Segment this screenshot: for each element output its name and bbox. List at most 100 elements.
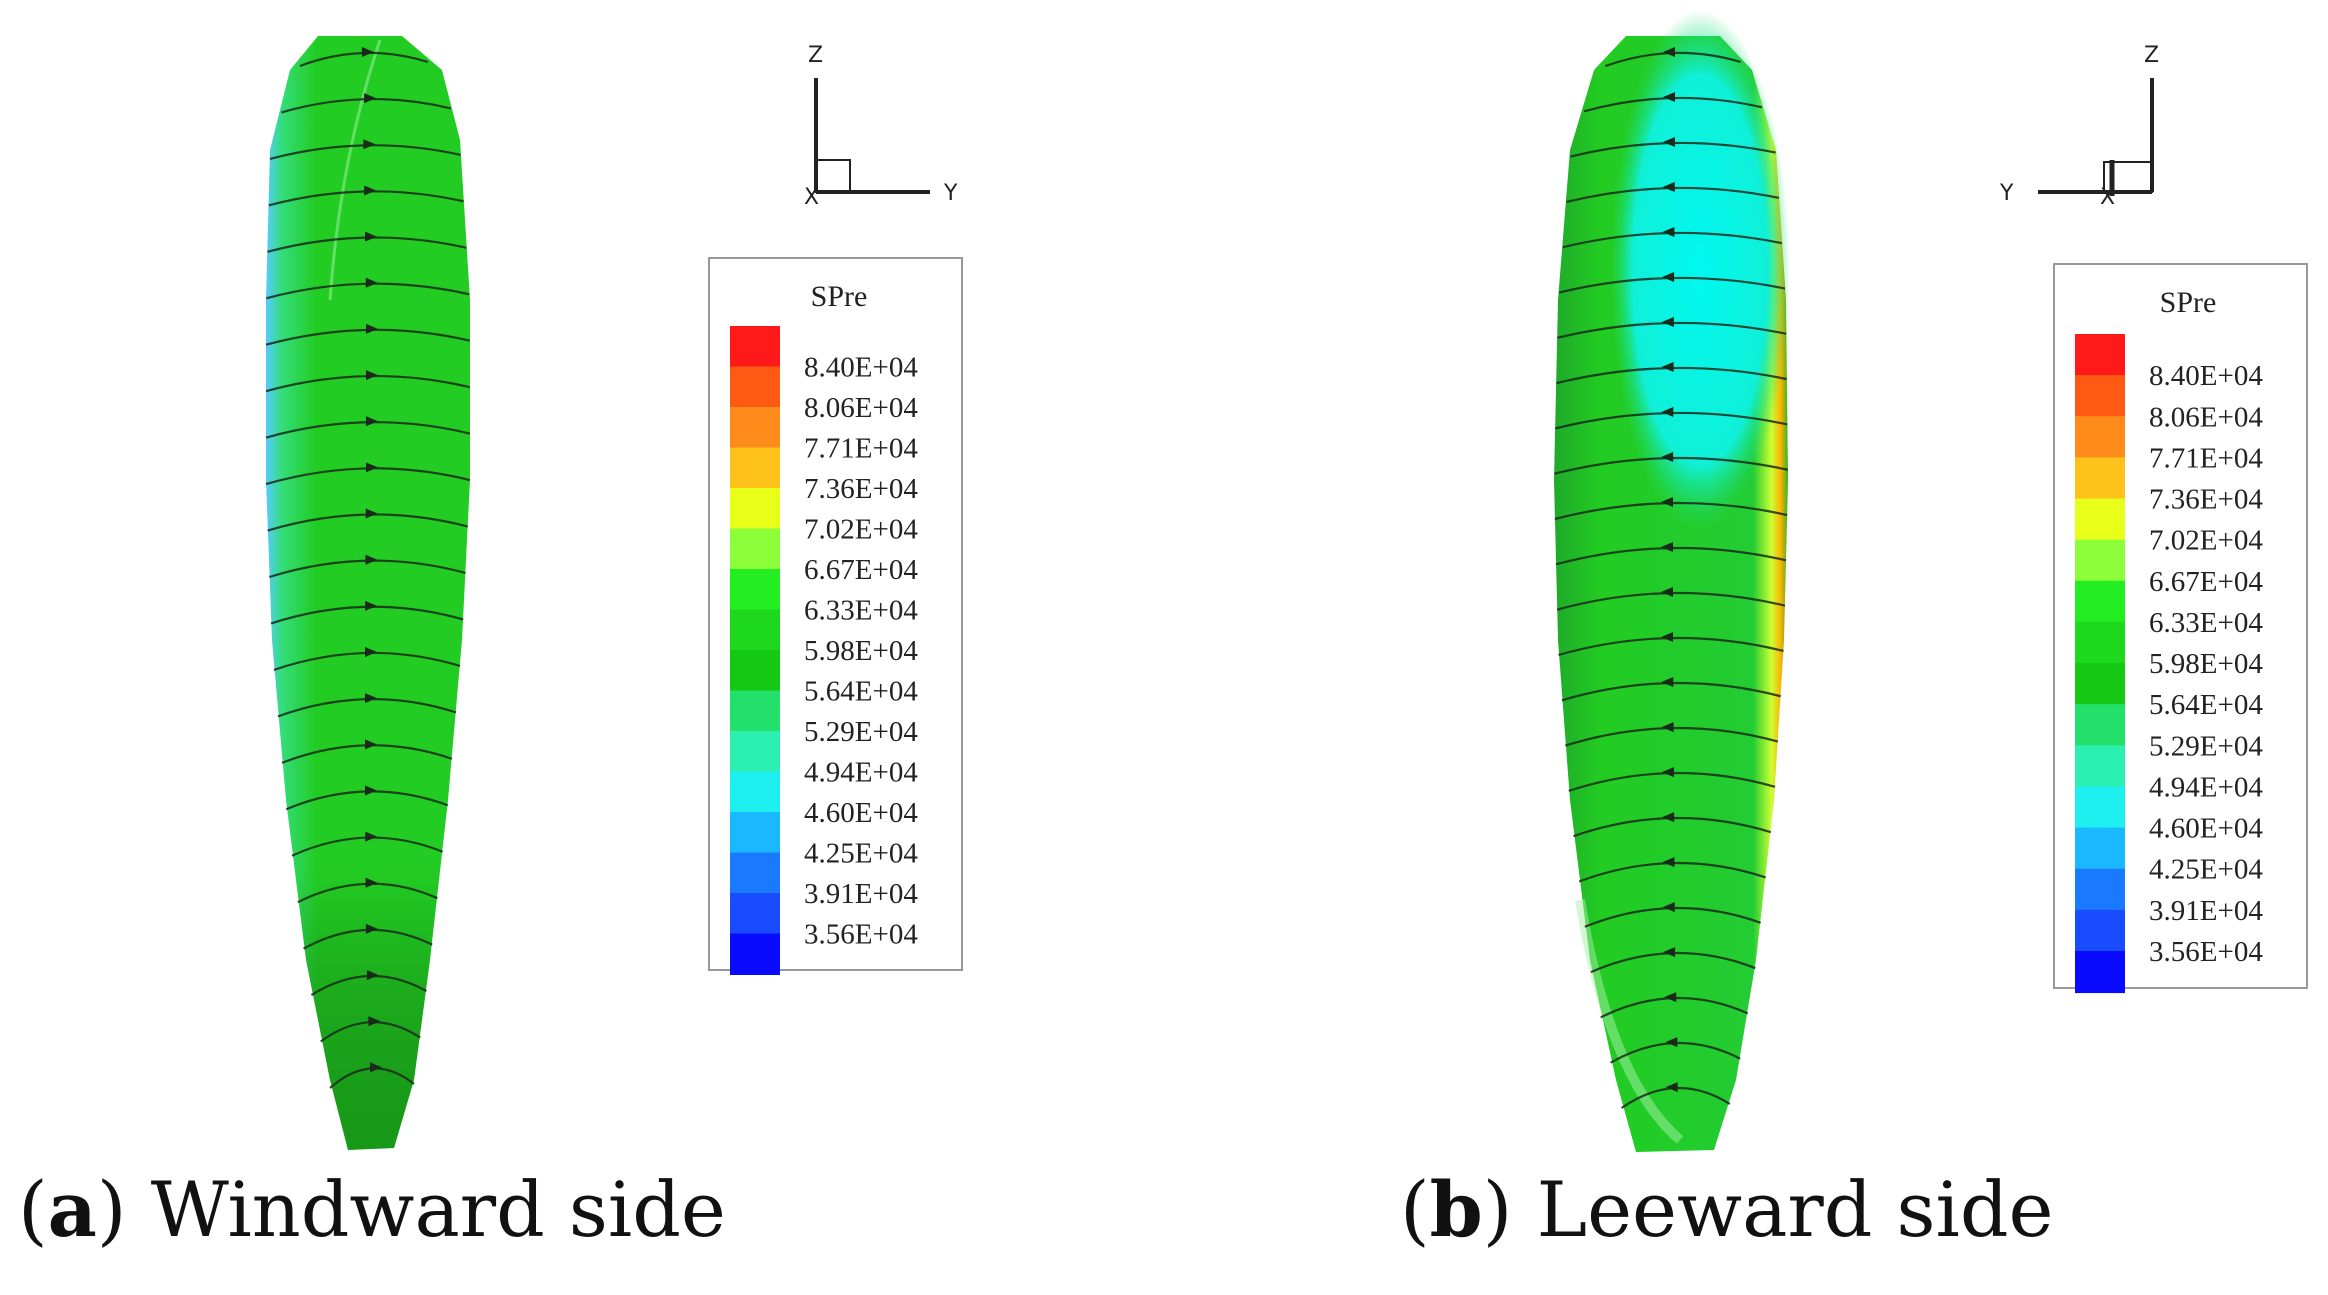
legend-title: SPre <box>2160 286 2217 319</box>
legend-swatch <box>730 852 780 894</box>
streamline-arrow <box>365 831 378 842</box>
streamline-arrow <box>1662 812 1675 823</box>
streamline-arrow <box>370 1062 382 1073</box>
axis-label-x: X <box>2100 185 2115 210</box>
legend-swatch <box>2075 663 2125 706</box>
legend-swatch <box>2075 416 2125 459</box>
legend-swatch <box>730 407 780 449</box>
streamline-arrow <box>1665 1037 1678 1048</box>
streamline-arrow <box>365 693 377 704</box>
legend-swatch <box>2075 786 2125 829</box>
legend-level-label: 5.64E+04 <box>804 676 918 708</box>
legend-level-label: 4.94E+04 <box>2149 771 2263 803</box>
streamline-arrow <box>364 93 377 104</box>
legend-swatch <box>730 447 780 489</box>
caption-text: Windward side <box>150 1165 726 1254</box>
legend-swatch <box>2075 457 2125 500</box>
axis-label-z: Z <box>808 43 823 68</box>
streamline-arrow <box>1661 452 1674 463</box>
streamline-arrow <box>364 185 377 196</box>
legend-level-label: 3.56E+04 <box>804 919 918 951</box>
streamline-arrow <box>365 647 377 658</box>
blade-leeward <box>1554 10 1790 1152</box>
streamlines-leeward <box>1554 47 1789 1109</box>
legend-level-label: 3.56E+04 <box>2149 936 2263 968</box>
caption-letter: a <box>47 1165 97 1254</box>
streamline-arrow <box>365 877 378 888</box>
legend-level-label: 5.29E+04 <box>2149 730 2263 762</box>
streamline-arrow <box>1661 542 1673 553</box>
legend-level-label: 6.33E+04 <box>804 595 918 627</box>
streamline-arrow <box>366 416 378 427</box>
streamline-arrow <box>364 231 377 242</box>
streamline-arrow <box>1662 227 1675 238</box>
legend-swatch <box>2075 498 2125 541</box>
legend-swatch <box>2075 375 2125 418</box>
streamline-arrow <box>1663 47 1675 57</box>
streamlines-windward <box>265 47 471 1089</box>
streamline-arrow <box>365 554 378 565</box>
streamline-arrow <box>1663 92 1675 103</box>
legend-swatch <box>730 528 780 570</box>
legend-windward: SPre 8.40E+04 8.06E+04 7.71E+04 7.36E+04 7.0… <box>708 257 963 975</box>
legend-level-label: 5.98E+04 <box>2149 648 2263 680</box>
legend-swatch <box>2075 539 2125 582</box>
legend-swatch <box>2075 868 2125 911</box>
streamline-arrow <box>1661 407 1674 418</box>
caption-windward: (a) Windward side <box>18 1165 726 1254</box>
streamline-arrow <box>365 785 378 796</box>
streamline-arrow <box>1661 497 1673 508</box>
caption-letter: b <box>1429 1165 1483 1254</box>
legend-leeward: SPre 8.40E+04 8.06E+04 7.71E+04 7.36E+04 7.0… <box>2053 263 2308 994</box>
streamline-arrow <box>365 508 378 519</box>
legend-level-label: 7.02E+04 <box>2149 525 2263 557</box>
legend-swatch <box>730 812 780 854</box>
legend-level-label: 5.98E+04 <box>804 635 918 667</box>
streamline-arrow <box>366 323 378 334</box>
streamline-arrow <box>1665 1082 1678 1093</box>
caption-text: Leeward side <box>1536 1165 2054 1254</box>
legend-level-label: 4.25E+04 <box>804 838 918 870</box>
streamline-arrow <box>1661 632 1674 643</box>
legend-title: SPre <box>811 280 868 313</box>
legend-swatch <box>730 326 780 368</box>
streamline-arrow <box>366 462 378 473</box>
streamline-arrow <box>1661 587 1673 598</box>
streamline-arrow <box>1662 902 1675 913</box>
legend-level-label: 4.94E+04 <box>804 757 918 789</box>
legend-level-label: 8.06E+04 <box>2149 401 2263 433</box>
legend-level-label: 3.91E+04 <box>804 878 918 910</box>
legend-swatch <box>2075 621 2125 665</box>
streamline-arrow <box>1663 137 1675 148</box>
streamline-arrow <box>1661 677 1674 688</box>
legend-swatch <box>730 690 780 732</box>
streamline-arrow <box>365 923 378 934</box>
legend-level-label: 4.60E+04 <box>804 797 918 829</box>
streamline-arrow <box>1661 317 1674 328</box>
caption-leeward: (b) Leeward side <box>1400 1165 2054 1254</box>
legend-swatch <box>2075 827 2125 870</box>
streamline-arrow <box>1661 362 1674 373</box>
streamline-arrow <box>363 139 376 150</box>
legend-level-label: 6.67E+04 <box>2149 566 2263 598</box>
legend-level-label: 8.40E+04 <box>2149 360 2263 392</box>
axis-label-y: Y <box>1999 181 2014 206</box>
legend-swatch <box>730 569 780 611</box>
legend-swatch <box>730 609 780 651</box>
streamline-arrow <box>361 47 374 57</box>
legend-level-label: 4.60E+04 <box>2149 813 2263 845</box>
legend-swatch <box>2075 704 2125 747</box>
streamline-arrow <box>365 739 377 750</box>
axis-label-z: Z <box>2144 43 2159 68</box>
streamline-arrow <box>1664 992 1677 1003</box>
legend-swatch <box>2075 334 2125 377</box>
legend-level-label: 6.33E+04 <box>2149 607 2263 639</box>
legend-swatch <box>2075 580 2125 623</box>
streamline-arrow <box>1662 272 1675 283</box>
blade-windward <box>265 36 471 1150</box>
streamline-arrow <box>1661 767 1674 778</box>
legend-swatch <box>730 771 780 813</box>
streamline-arrow <box>1662 182 1675 193</box>
legend-swatch <box>730 933 780 975</box>
